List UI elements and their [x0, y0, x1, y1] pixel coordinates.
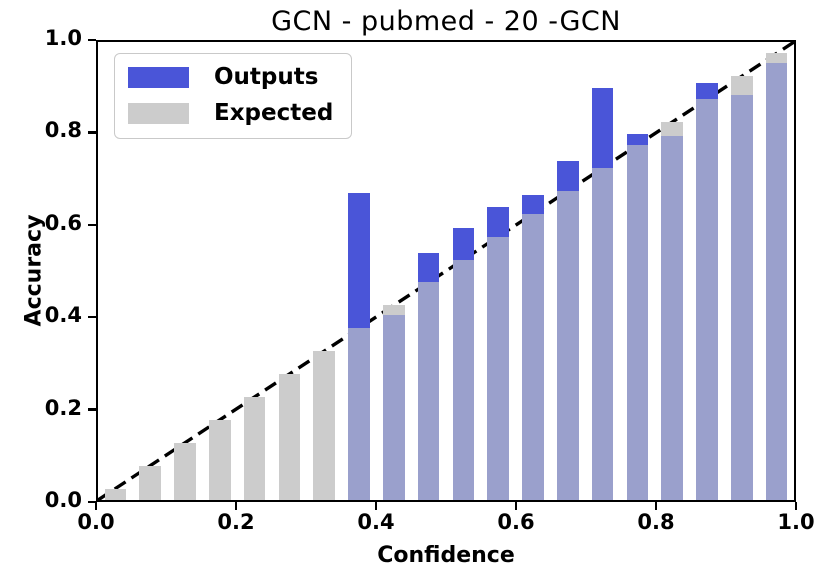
expected-bar-segment [313, 351, 335, 500]
bar-group [452, 42, 475, 500]
bar-group [626, 42, 649, 500]
overlap-segment [452, 259, 475, 500]
bar-group [139, 42, 161, 500]
x-axis-tick-label: 0.6 [497, 510, 535, 534]
x-axis-tick-label: 1.0 [777, 510, 815, 534]
legend-item-expected: Expected [128, 100, 334, 127]
bar-group [661, 42, 683, 500]
legend: Outputs Expected [114, 53, 353, 139]
bar-group [557, 42, 579, 500]
overlap-segment [626, 145, 649, 500]
outputs-bar-segment [696, 83, 718, 100]
bar-group [417, 42, 440, 500]
y-axis-tick-label: 0.4 [44, 303, 82, 328]
bar-group [696, 42, 718, 500]
bar-group [278, 42, 301, 500]
y-axis-tick [88, 408, 96, 411]
y-axis-tick [88, 38, 96, 42]
expected-bar-segment [383, 305, 405, 315]
y-axis-tick-label: 0.2 [44, 395, 82, 420]
expected-bar-segment [139, 465, 161, 500]
y-axis-tick-label: 1.0 [44, 26, 82, 50]
outputs-bar-segment [417, 252, 440, 283]
overlap-segment [522, 213, 544, 500]
x-axis-tick-label: 0.2 [217, 510, 255, 534]
expected-bar-segment [104, 488, 127, 500]
legend-item-outputs: Outputs [128, 64, 333, 90]
outputs-bar-segment [626, 133, 649, 146]
expected-swatch-icon [128, 103, 189, 125]
outputs-bar-segment [487, 206, 509, 237]
outputs-bar-segment [591, 87, 614, 168]
x-axis-tick-label: 0.0 [77, 510, 115, 534]
bar-group [591, 42, 614, 500]
outputs-bar-segment [348, 193, 370, 329]
bar-group [104, 42, 127, 500]
overlap-segment [383, 314, 405, 500]
overlap-segment [661, 135, 683, 500]
expected-bar-segment [209, 419, 231, 500]
expected-bar-segment [731, 76, 753, 95]
overlap-segment [765, 62, 788, 500]
bar-group [313, 42, 335, 500]
x-axis-tick [654, 502, 658, 510]
expected-bar-segment [765, 53, 788, 63]
x-axis-tick [234, 502, 238, 510]
expected-bar-segment [661, 122, 683, 136]
y-axis-tick [88, 316, 96, 319]
x-axis-tick [794, 502, 798, 510]
bar-group [348, 42, 370, 500]
outputs-bar-segment [522, 195, 544, 214]
legend-label: Expected [214, 100, 334, 127]
x-axis-tick [94, 502, 98, 510]
bar-group [487, 42, 509, 500]
expected-bar-segment [278, 374, 301, 500]
overlap-segment [348, 328, 370, 500]
plot-area: Outputs Expected [96, 40, 796, 502]
bar-group [765, 42, 788, 500]
x-axis-tick [514, 502, 518, 510]
y-axis-tick-label: 0.8 [44, 118, 82, 143]
bar-group [174, 42, 196, 500]
x-axis-tick-label: 0.4 [357, 510, 395, 534]
bar-group [243, 42, 266, 500]
overlap-segment [557, 190, 579, 500]
x-axis-label: Confidence [377, 543, 515, 568]
overlap-segment [731, 94, 753, 500]
legend-label: Outputs [214, 64, 319, 90]
chart-title: GCN - pubmed - 20 -GCN [271, 6, 621, 37]
bar-group [209, 42, 231, 500]
bar-group [383, 42, 405, 500]
bar-group [522, 42, 544, 500]
outputs-swatch-icon [128, 67, 189, 89]
x-axis-tick [374, 502, 378, 510]
y-axis-tick [88, 131, 96, 134]
y-axis-label: Accuracy [21, 214, 47, 327]
overlap-segment [591, 167, 614, 500]
expected-bar-segment [243, 396, 266, 500]
y-axis-tick [88, 223, 96, 226]
y-axis-tick-label: 0.0 [44, 488, 82, 512]
y-axis-tick-label: 0.6 [44, 210, 82, 235]
y-axis-tick [88, 500, 96, 504]
outputs-bar-segment [452, 227, 475, 260]
bar-group [731, 42, 753, 500]
overlap-segment [487, 236, 509, 500]
overlap-segment [417, 282, 440, 500]
expected-bar-segment [174, 442, 196, 500]
outputs-bar-segment [557, 161, 579, 191]
overlap-segment [696, 99, 718, 500]
x-axis-tick-label: 0.8 [637, 510, 675, 534]
